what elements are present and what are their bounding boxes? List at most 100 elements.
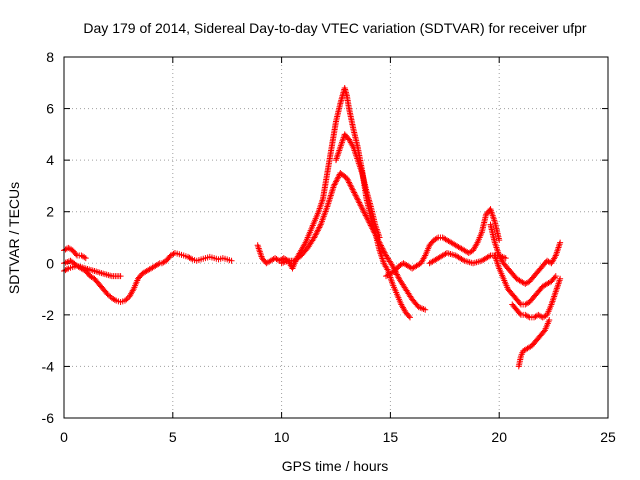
data-point	[362, 211, 369, 218]
data-point	[343, 175, 350, 182]
data-point	[551, 274, 558, 281]
data-point	[393, 271, 400, 278]
data-point	[356, 199, 363, 206]
y-tick-label: 0	[46, 255, 54, 271]
series-arc-12	[509, 275, 564, 321]
data-point	[311, 234, 318, 241]
data-point	[525, 313, 532, 320]
y-axis-title: SDTVAR / TECUs	[6, 182, 22, 294]
data-point	[330, 182, 337, 189]
data-point	[104, 291, 111, 298]
x-tick-label: 5	[169, 429, 177, 445]
data-point	[111, 296, 118, 303]
data-point	[334, 175, 341, 182]
data-point	[405, 313, 412, 320]
data-point	[72, 261, 79, 268]
data-point	[354, 195, 361, 202]
y-tick-label: -4	[42, 358, 55, 374]
data-point	[348, 183, 355, 190]
data-point	[366, 219, 373, 226]
plot-frame	[63, 56, 609, 419]
data-point	[121, 297, 128, 304]
data-point	[369, 225, 376, 232]
data-point	[346, 179, 353, 186]
data-point	[351, 190, 358, 197]
data-point	[155, 261, 162, 268]
data-point	[72, 251, 79, 258]
data-point	[333, 178, 339, 185]
series-arc-10	[487, 221, 564, 287]
data-point	[344, 176, 351, 183]
x-tick-label: 10	[274, 429, 290, 445]
data-point	[378, 243, 385, 250]
data-point	[358, 203, 365, 210]
x-tick-label: 15	[383, 429, 399, 445]
series-arc-11	[491, 252, 559, 308]
data-series	[61, 84, 564, 370]
data-point	[496, 237, 503, 244]
data-point	[228, 257, 235, 264]
data-point	[394, 272, 401, 279]
data-point	[516, 310, 523, 317]
data-point	[406, 314, 413, 321]
data-point	[540, 328, 547, 335]
data-point	[376, 234, 383, 241]
data-point	[333, 177, 340, 184]
data-point	[557, 239, 564, 246]
series-arc-1	[61, 244, 89, 262]
data-point	[187, 255, 194, 262]
data-point	[377, 242, 384, 249]
data-point	[368, 223, 375, 230]
series-arc-4	[158, 249, 235, 267]
data-point	[422, 306, 429, 313]
y-tick-label: 2	[46, 204, 54, 220]
data-point	[381, 249, 388, 256]
data-point	[354, 196, 361, 203]
data-point	[380, 248, 387, 255]
data-point	[433, 235, 440, 242]
data-point	[367, 222, 374, 229]
chart-title: Day 179 of 2014, Sidereal Day-to-day VTE…	[83, 20, 587, 36]
data-point	[363, 213, 370, 220]
data-point	[311, 233, 318, 240]
data-point	[317, 223, 324, 230]
data-point	[314, 227, 321, 234]
data-point	[346, 180, 353, 187]
y-tick-label: 4	[46, 152, 54, 168]
data-point	[486, 253, 493, 260]
data-point	[314, 228, 321, 235]
y-tick-label: -2	[42, 307, 55, 323]
data-point	[359, 206, 366, 213]
data-point	[502, 255, 509, 262]
data-point	[359, 205, 366, 212]
data-point	[117, 273, 124, 280]
data-point	[63, 266, 70, 273]
data-point	[345, 178, 352, 185]
y-tick-label: 8	[46, 49, 54, 65]
series-arc-13	[515, 317, 553, 370]
y-tick-label: -6	[42, 410, 55, 426]
data-point	[389, 262, 396, 269]
data-point	[332, 180, 339, 187]
x-tick-label: 25	[600, 429, 616, 445]
data-point	[356, 200, 363, 207]
data-point	[353, 193, 360, 200]
data-point	[313, 230, 320, 237]
data-point	[81, 254, 88, 261]
data-point	[315, 225, 322, 232]
data-point	[375, 238, 382, 245]
series-arc-3	[61, 257, 124, 280]
data-point	[357, 202, 364, 209]
data-point	[103, 289, 110, 296]
data-point	[349, 186, 356, 193]
series-arc-8	[383, 206, 503, 280]
data-point	[367, 221, 374, 228]
data-point	[82, 255, 89, 262]
data-point	[365, 218, 372, 225]
data-point	[355, 198, 362, 205]
data-point	[348, 185, 355, 192]
data-point	[364, 215, 371, 222]
series-arc-6	[278, 170, 429, 313]
data-point	[352, 192, 359, 199]
